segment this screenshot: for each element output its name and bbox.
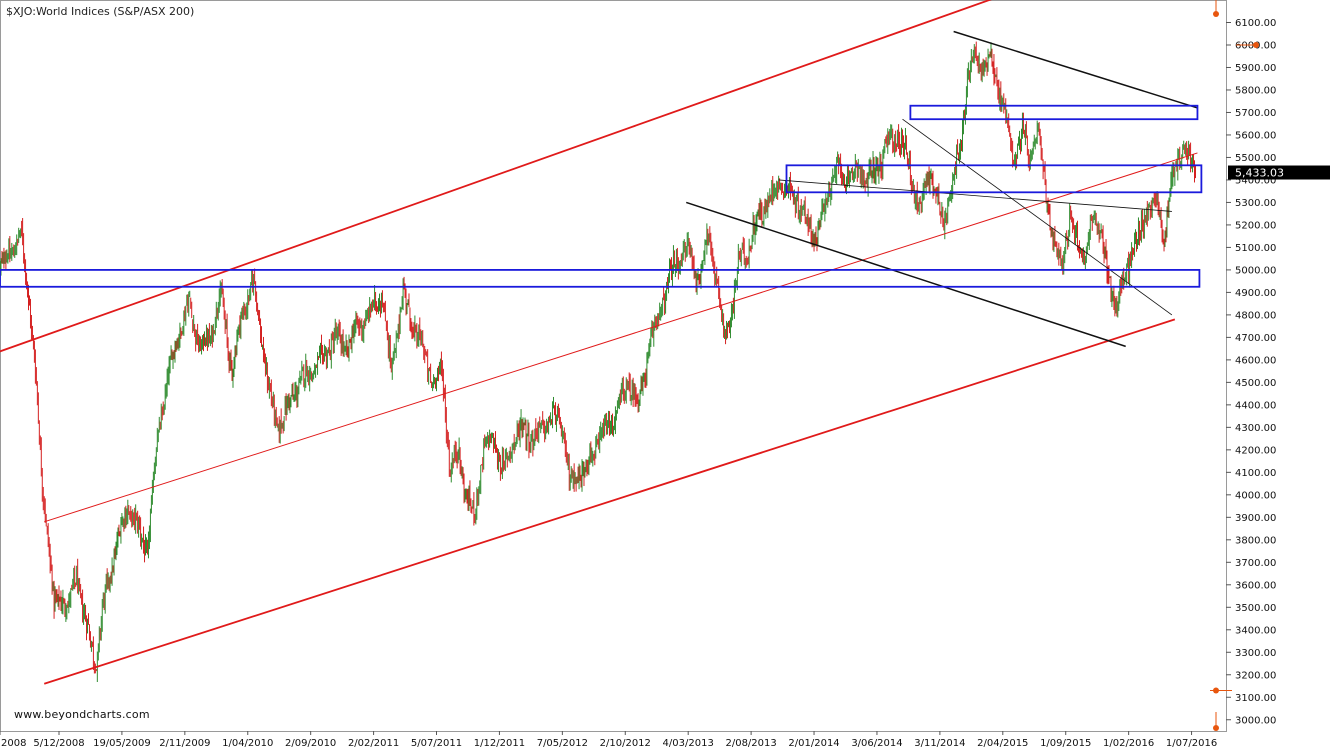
y-tick-label: 3500.00 [1235,603,1276,614]
x-tick-label: 19/05/2009 [93,738,151,749]
y-tick-label: 5900.00 [1235,63,1276,74]
gridlines [0,0,1227,732]
trendline-upper [953,30,1198,109]
y-tick-label: 5100.00 [1235,243,1276,254]
regression-channel [0,0,1198,685]
lower-axis-marker-dot [1213,687,1219,694]
last-price-label: 5,433.03 [1235,167,1284,180]
x-tick-label: 4/03/2013 [663,738,714,749]
upper-axis-marker-dot [1253,41,1259,48]
chart-title: $XJO:World Indices (S&P/ASX 200) [6,5,195,18]
y-tick-label: 4900.00 [1235,288,1276,299]
y-tick-label: 5500.00 [1235,153,1276,164]
zone-5700 [909,104,1199,121]
axes: 3000.00 3100.00 3200.00 3300.00 3400.00 3500.… [0,18,1276,749]
y-tick-label: 4500.00 [1235,378,1276,389]
x-tick-label: 7/05/2012 [537,738,588,749]
y-tick-label: 5200.00 [1235,220,1276,231]
y-tick-label: 5600.00 [1235,130,1276,141]
y-tick-label: 4300.00 [1235,423,1276,434]
plot-frame [0,0,1227,732]
x-tick-label: 1/12/2011 [474,738,525,749]
y-tick-label: 4800.00 [1235,310,1276,321]
x-tick-label: 1/04/2010 [222,738,273,749]
bottom-marker-dot [1213,725,1219,731]
trendline-thin [778,179,1172,212]
y-tick-label: 3600.00 [1235,580,1276,591]
trendlines [685,30,1198,348]
y-tick-label: 3800.00 [1235,535,1276,546]
y-tick-label: 4600.00 [1235,355,1276,366]
x-tick-label: 5/07/2011 [411,738,462,749]
x-tick-label: 3/06/2014 [851,738,902,749]
y-tick-label: 3700.00 [1235,558,1276,569]
x-tick-label: 3/11/2014 [914,738,965,749]
y-tick-label: 3000.00 [1235,715,1276,726]
zone-5000 [0,269,1201,288]
axis-markers: 5,433.03 [1210,0,1330,731]
zone-5400 [785,164,1203,194]
last-price-tag [1228,165,1330,180]
price-candles [0,41,1196,682]
y-tick-label: 3300.00 [1235,648,1276,659]
x-tick-label: 1/09/2015 [1040,738,1091,749]
y-tick-label: 5700.00 [1235,108,1276,119]
channel-middle [44,152,1198,523]
y-tick-label: 3900.00 [1235,513,1276,524]
y-tick-label: 5000.00 [1235,265,1276,276]
y-tick-label: 4200.00 [1235,445,1276,456]
x-tick-label: 1/02/2016 [1103,738,1154,749]
y-tick-label: 3100.00 [1235,693,1276,704]
y-tick-label: 3400.00 [1235,625,1276,636]
y-tick-label: 4700.00 [1235,333,1276,344]
x-tick-label: 2/10/2012 [600,738,651,749]
x-tick-label: 2/01/2014 [788,738,839,749]
x-tick-label: 2008 [1,738,26,749]
channel-upper [0,0,992,353]
y-tick-label: 3200.00 [1235,670,1276,681]
y-tick-label: 5400.00 [1235,175,1276,186]
y-tick-label: 4400.00 [1235,400,1276,411]
x-tick-label: 2/09/2010 [285,738,336,749]
watermark: www.beyondcharts.com [14,708,150,721]
trendline-lower [685,201,1126,348]
y-tick-label: 6100.00 [1235,18,1276,29]
x-tick-label: 1/07/2016 [1166,738,1217,749]
trendline-middle [902,118,1173,316]
x-tick-label: 5/12/2008 [33,738,84,749]
y-tick-label: 5800.00 [1235,85,1276,96]
y-tick-label: 4100.00 [1235,468,1276,479]
channel-lower [43,318,1176,685]
x-tick-label: 2/02/2011 [348,738,399,749]
x-tick-label: 2/08/2013 [725,738,776,749]
x-tick-label: 2/11/2009 [159,738,210,749]
support-resistance-zones [0,104,1203,288]
x-tick-label: 2/04/2015 [977,738,1028,749]
top-marker-dot [1213,11,1219,17]
y-tick-label: 4000.00 [1235,490,1276,501]
y-tick-label: 5300.00 [1235,198,1276,209]
